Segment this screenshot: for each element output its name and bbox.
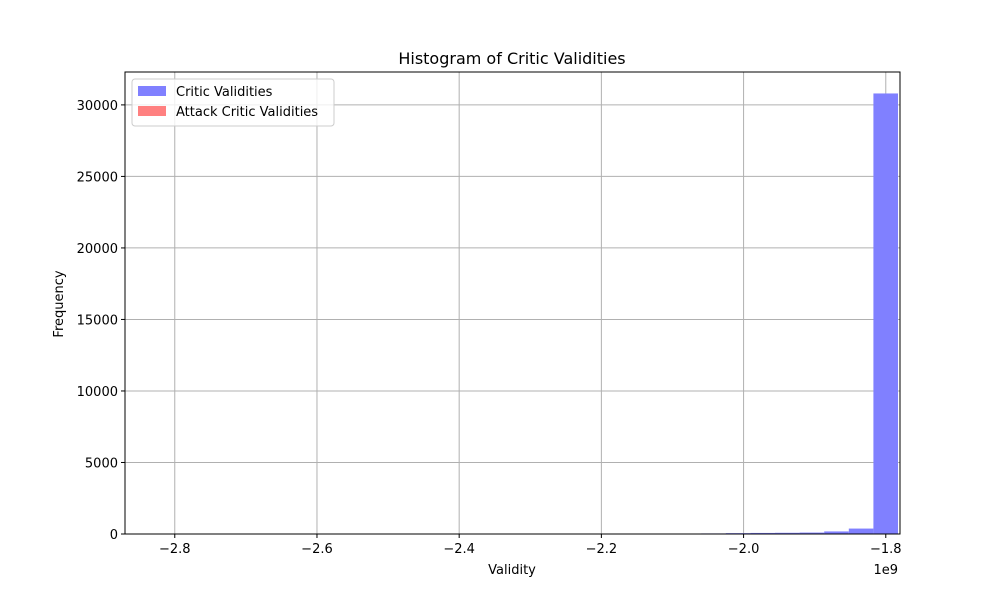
x-tick-label: −2.6 — [301, 542, 333, 557]
y-tick-label: 30000 — [77, 99, 118, 114]
y-tick-label: 20000 — [77, 242, 118, 257]
histogram-bar — [750, 532, 776, 534]
legend-label-critic-validities: Critic Validities — [176, 85, 273, 100]
legend-label-attack-critic-validities: Attack Critic Validities — [176, 105, 318, 120]
x-tick-label: −2.0 — [728, 542, 760, 557]
y-tick-label: 15000 — [77, 313, 118, 328]
histogram-bar — [775, 532, 800, 534]
x-tick-label: −1.8 — [870, 542, 902, 557]
x-axis-label: Validity — [488, 563, 536, 578]
y-tick-label: 10000 — [77, 385, 118, 400]
x-tick-label: −2.8 — [159, 542, 191, 557]
chart-title: Histogram of Critic Validities — [398, 49, 625, 68]
x-axis-ticks: −2.8 −2.6 −2.4 −2.2 −2.0 −1.8 — [159, 534, 902, 557]
y-tick-label: 0 — [110, 528, 118, 543]
y-axis-ticks: 0 5000 10000 15000 20000 25000 30000 — [77, 99, 125, 543]
y-axis-label: Frequency — [52, 270, 67, 337]
histogram-bar — [824, 531, 849, 534]
legend-box — [131, 78, 335, 127]
histogram-bar — [873, 93, 899, 534]
plot-area — [125, 72, 900, 534]
y-tick-label: 5000 — [85, 456, 118, 471]
y-tick-label: 25000 — [77, 170, 118, 185]
x-tick-label: −2.2 — [586, 542, 618, 557]
x-tick-label: −2.4 — [443, 542, 475, 557]
legend: Critic Validities Attack Critic Validiti… — [131, 78, 335, 127]
histogram-bar — [799, 532, 825, 534]
legend-swatch-critic-validities — [138, 86, 166, 96]
axes-frame — [124, 71, 901, 535]
histogram-bar — [848, 528, 874, 534]
x-axis-offset-label: 1e9 — [873, 563, 898, 578]
legend-swatch-attack-critic-validities — [138, 106, 166, 116]
